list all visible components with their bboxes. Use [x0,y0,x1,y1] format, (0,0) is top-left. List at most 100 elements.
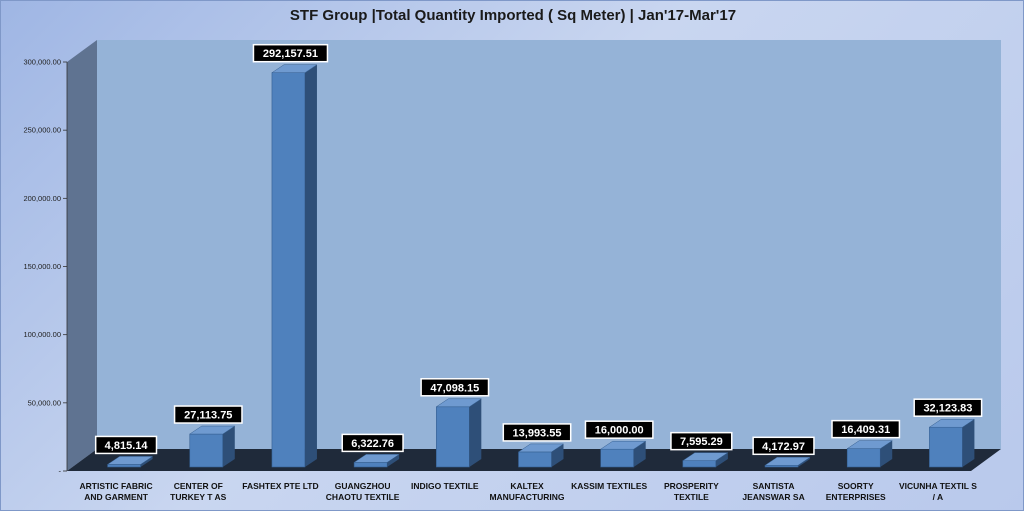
data-label: 7,595.29 [670,431,733,451]
bar-front [107,464,141,468]
bar [599,440,647,468]
bar-side [387,454,400,467]
x-category-label: / A [933,492,944,502]
data-label: 32,123.83 [913,398,983,417]
bar-front [600,448,634,468]
bar-top [106,456,154,465]
x-category-label: ENTERPRISES [826,492,886,502]
bar-top [682,452,729,461]
x-category-label: PROSPERITY [664,481,719,491]
x-category-label: CENTER OF [174,481,223,491]
x-category-label: AND GARMENT [84,492,149,502]
y-tick-label: - [59,467,62,476]
data-label-box [502,423,572,442]
bar [846,440,894,468]
bar-top [188,425,236,435]
x-category-label: SANTISTA [753,481,795,491]
bar-front [929,426,963,468]
bar-top [435,398,483,408]
data-label: 292,157.51 [252,43,329,63]
x-category-label: GUANGZHOU [335,481,391,491]
bar-top [599,440,647,450]
data-label: 13,993.55 [502,423,572,442]
x-category-label: FASHTEX PTE LTD [242,481,318,491]
x-category-label: TURKEY T AS [170,492,227,502]
data-label: 47,098.15 [420,378,490,397]
y-tick-label: 200,000.00 [23,194,61,203]
chart-title: STF Group |Total Quantity Imported ( Sq … [289,7,737,24]
data-label: 4,172.97 [752,436,815,456]
data-label-box [420,378,490,397]
data-label: 16,409.31 [831,419,901,439]
bar-side [140,456,153,467]
bar-side [222,426,235,467]
data-label-box [752,436,815,456]
data-label: 4,815.14 [94,435,158,455]
bar-front [846,448,881,468]
y-tick-label: 150,000.00 [23,262,61,271]
bar-side [304,64,317,467]
data-label-box [670,431,733,451]
bar [271,64,318,468]
bar-front [764,465,799,468]
data-label-box [913,398,983,417]
x-category-label: ARTISTIC FABRIC [79,481,152,491]
data-label-text: 4,815.14 [105,440,149,452]
bar [106,456,154,468]
bar [188,425,236,468]
bar-side [715,452,728,467]
bar-top [846,440,894,449]
data-label-box [584,420,654,439]
x-category-label: CHAOTU TEXTILE [326,492,400,502]
y-tick-label: 250,000.00 [23,126,61,135]
x-category-label: TEXTILE [674,492,709,502]
data-label-text: 7,595.29 [680,436,723,448]
bar-side [551,443,564,467]
bar-side [962,419,975,467]
bar [435,398,483,468]
bar [517,443,565,468]
x-category-label: JEANSWAR SA [742,492,804,502]
bar-front [436,406,470,468]
data-label-box [252,43,329,63]
bar-top [353,454,400,463]
x-category-label: SOORTY [838,481,874,491]
bar-top [517,443,565,453]
data-label-box [94,435,158,455]
bar [928,418,976,468]
y-tick-label: 100,000.00 [23,330,61,339]
data-label-box [341,433,404,453]
x-category-label: MANUFACTURING [489,492,564,502]
bar [353,454,400,468]
back-wall [97,40,1001,449]
x-category-label: KASSIM TEXTILES [571,481,647,491]
data-label: 16,000.00 [584,420,654,439]
bar-top [928,418,976,428]
bar-front [353,462,388,468]
bar-side [798,457,811,467]
data-label-box [173,405,243,424]
y-tick-label: 50,000.00 [28,398,61,407]
y-tick-label: 300,000.00 [23,58,61,67]
data-label-text: 292,157.51 [263,48,318,60]
x-category-label: INDIGO TEXTILE [411,481,479,491]
data-label-text: 27,113.75 [184,410,232,422]
x-category-label: KALTEX [510,481,544,491]
data-label-text: 16,409.31 [841,424,890,436]
data-label-text: 47,098.15 [430,382,479,394]
bar-side [469,398,482,467]
bar-front [189,433,224,468]
bar [764,457,811,468]
side-wall [67,40,97,471]
data-label-text: 13,993.55 [513,427,562,439]
bar-top [764,457,811,466]
data-label-text: 32,123.83 [923,403,972,415]
bar-side [633,441,646,467]
x-category-label: VICUNHA TEXTIL S [899,481,977,491]
data-label: 27,113.75 [173,405,243,424]
bar-front [518,451,552,468]
bar-front [271,72,306,468]
data-label-text: 6,322.76 [351,438,394,450]
